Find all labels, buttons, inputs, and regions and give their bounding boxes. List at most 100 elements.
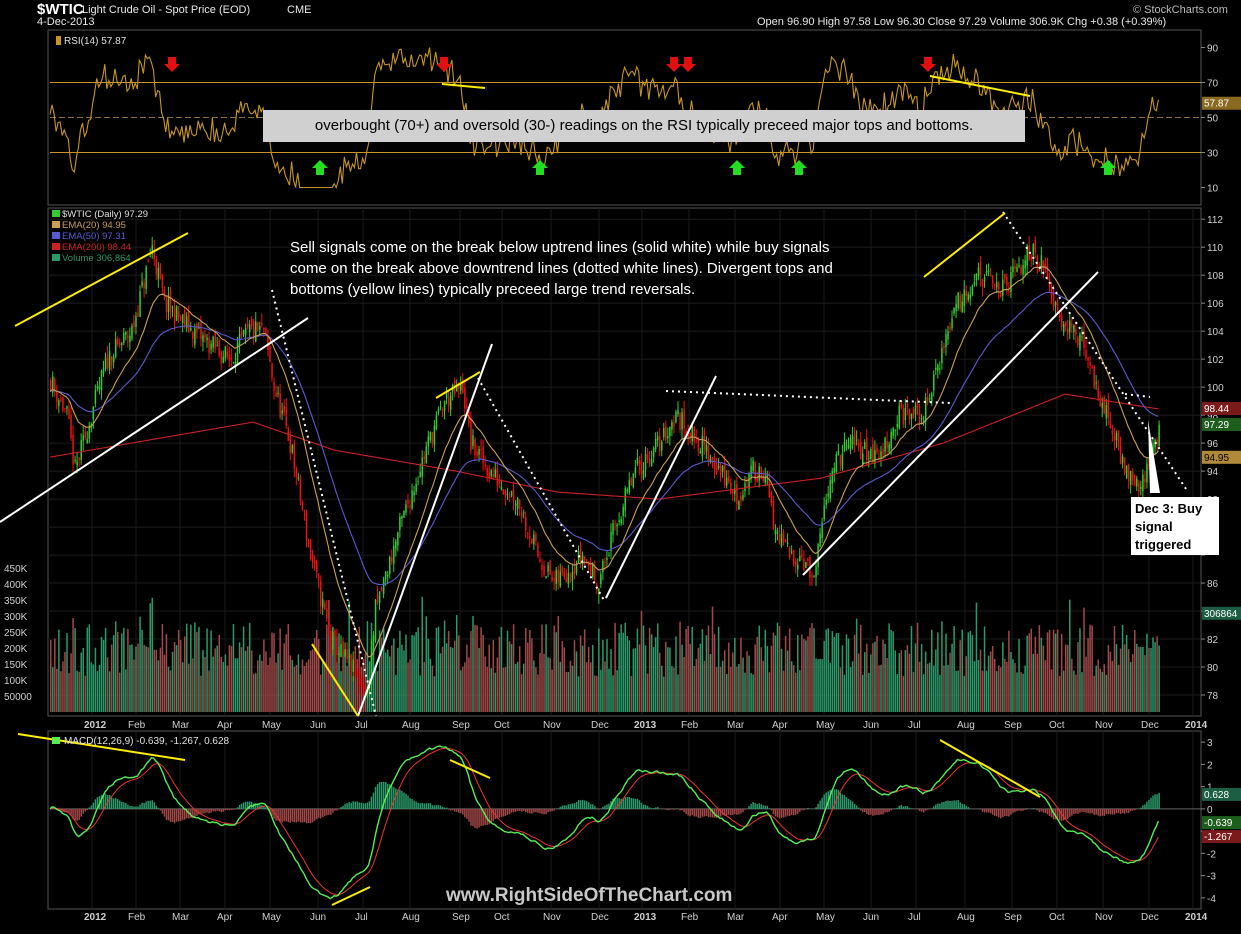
volume-bar [888,623,890,712]
volume-bar [399,631,401,712]
macd-month-label: Mar [172,912,190,923]
candle-body [543,566,545,576]
candle-body [720,464,722,475]
macd-histogram-bar [294,809,296,822]
macd-histogram-bar [109,795,111,809]
macd-histogram-bar [527,809,529,813]
macd-histogram-bar [846,797,848,809]
macd-histogram-bar [166,809,168,820]
candle-body [1061,315,1063,327]
candle-body [243,330,245,334]
volume-bar [878,665,880,712]
candle-body [119,343,121,346]
candle-body [97,386,99,388]
volume-bar [501,627,503,712]
candle-body [586,559,588,560]
macd-histogram-bar [440,806,442,809]
volume-bar [456,615,458,712]
volume-bar [771,646,773,712]
candle-body [882,449,884,455]
candle-body [76,462,78,466]
macd-histogram-bar [302,809,304,823]
volume-bar [279,629,281,712]
volume-bar [1045,660,1047,712]
candle-body [832,471,834,484]
macd-histogram-bar [426,803,428,808]
macd-histogram-bar [637,799,639,809]
candle-body [779,534,781,543]
macd-histogram-bar [1146,802,1148,809]
candle-body [738,501,740,509]
macd-histogram-bar [470,809,472,826]
candle-body [283,406,285,412]
volume-bar [89,624,91,712]
volume-bar [696,659,698,712]
macd-histogram-bar [541,809,543,814]
candle-body [584,557,586,561]
macd-histogram-bar [779,809,781,819]
macd-histogram-bar [767,806,769,809]
volume-bar [85,676,87,712]
volume-bar [732,652,734,712]
volume-bar [874,642,876,712]
volume-bar [91,662,93,712]
volume-bar [198,627,200,712]
volume-bar [505,667,507,712]
candle-body [639,460,641,465]
macd-histogram-bar [734,809,736,814]
candle-body [742,495,744,499]
candle-body [955,304,957,311]
volume-bar [1055,634,1057,712]
macd-histogram-bar [243,803,245,809]
macd-histogram-bar [310,809,312,823]
candle-body [438,409,440,412]
candle-body [655,439,657,449]
macd-histogram-bar [1071,809,1073,816]
volume-bar [1152,637,1154,712]
volume-bar [1022,674,1024,712]
volume-bar [105,628,107,712]
macd-histogram-bar [667,809,669,810]
volume-bar [959,640,961,712]
ema200-value-label: 98.44 [1204,404,1229,415]
volume-bar [864,652,866,712]
volume-bar [651,634,653,712]
volume-bar [643,626,645,712]
volume-bar [880,665,882,712]
month-label: May [262,720,281,731]
candle-body [135,316,137,327]
macd-histogram-bar [350,803,352,809]
volume-bar [539,653,541,712]
candle-body [464,388,466,408]
macd-histogram-bar [728,809,730,815]
candle-body [817,544,819,567]
candle-body [897,424,899,427]
candle-body [1057,302,1059,312]
macd-histogram-bar [980,809,982,810]
volume-bar [245,651,247,712]
macd-histogram-bar [1116,809,1118,813]
volume-bar [769,672,771,712]
candle-body [913,409,915,418]
macd-histogram-bar [89,807,91,808]
candle-body [407,500,409,503]
volume-bar [624,623,626,712]
volume-bar [255,673,257,712]
macd-histogram-bar [1130,809,1132,811]
macd-histogram-bar [840,793,842,809]
volume-tick-label: 100K [4,676,28,687]
candle-body [296,469,298,478]
macd-histogram-bar [318,809,320,818]
volume-bar [56,669,58,712]
candle-body [998,283,1000,290]
volume-bar [344,651,346,712]
macd-histogram-bar [417,803,419,809]
candle-body [604,562,606,563]
month-label: Jul [355,720,368,731]
volume-bar [1128,649,1130,712]
macd-histogram-bar [511,809,513,813]
volume-bar [738,664,740,712]
volume-bar [951,644,953,712]
macd-histogram-bar [125,803,127,809]
candle-body [744,483,746,491]
